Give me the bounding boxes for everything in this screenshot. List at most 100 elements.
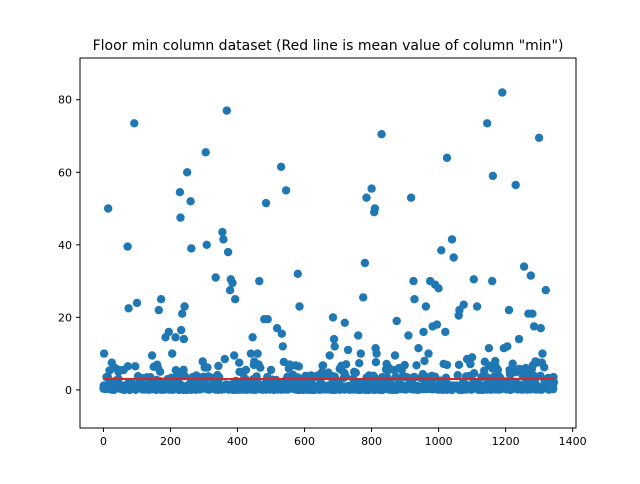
data-point <box>219 235 228 244</box>
data-point <box>488 171 498 181</box>
data-point <box>469 275 478 284</box>
data-point <box>491 362 500 371</box>
data-point <box>514 334 524 344</box>
data-point <box>526 271 535 280</box>
data-point <box>131 362 140 371</box>
data-point <box>329 334 339 344</box>
data-point <box>424 349 433 358</box>
data-point <box>441 327 450 337</box>
data-point <box>356 349 365 358</box>
data-point <box>453 371 462 380</box>
data-point <box>124 304 133 313</box>
data-point <box>147 351 157 360</box>
y-tick-label: 60 <box>58 166 72 179</box>
data-point <box>104 204 113 213</box>
data-point <box>202 240 211 249</box>
data-point <box>360 258 370 268</box>
data-point <box>449 253 458 262</box>
data-point <box>384 365 393 375</box>
data-point <box>354 331 363 340</box>
data-point <box>225 286 235 295</box>
data-point <box>419 327 428 337</box>
data-point <box>541 286 550 295</box>
data-point <box>235 358 244 367</box>
data-point <box>498 88 507 97</box>
data-point <box>99 349 109 358</box>
data-point <box>179 365 188 374</box>
data-point <box>231 295 240 304</box>
data-point <box>255 276 264 286</box>
data-point <box>420 356 429 366</box>
x-tick-label: 1200 <box>492 435 520 448</box>
x-axis: 0 200 400 600 800 1000 1200 1400 <box>100 428 587 448</box>
data-point <box>246 349 256 358</box>
y-axis: 0 20 40 60 80 <box>58 94 80 397</box>
data-point <box>203 363 212 372</box>
data-point <box>421 302 431 311</box>
data-point <box>263 315 272 324</box>
data-point <box>442 360 452 370</box>
data-point <box>266 365 276 375</box>
data-point <box>359 293 368 302</box>
data-point <box>434 284 443 293</box>
data-point <box>201 148 210 157</box>
data-point <box>442 153 452 162</box>
data-point <box>253 349 262 358</box>
data-point <box>459 300 468 309</box>
data-point <box>549 378 559 387</box>
data-point <box>164 327 173 337</box>
data-point <box>508 359 517 368</box>
data-point <box>362 193 371 202</box>
x-tick-label: 800 <box>361 435 382 448</box>
x-tick-label: 1400 <box>559 435 587 448</box>
data-point <box>325 351 334 360</box>
data-point <box>469 369 479 378</box>
data-point <box>241 365 251 375</box>
data-point <box>155 367 165 376</box>
data-point <box>171 333 180 342</box>
y-tick-label: 0 <box>65 384 72 397</box>
data-point <box>228 278 237 288</box>
data-point <box>278 342 287 351</box>
data-point <box>328 313 338 322</box>
data-point <box>261 198 271 208</box>
data-point <box>528 309 537 318</box>
data-point <box>534 133 544 142</box>
data-point <box>307 371 316 380</box>
data-point <box>538 349 547 358</box>
data-point <box>187 244 196 253</box>
data-point <box>367 184 376 193</box>
data-point <box>276 162 286 171</box>
data-point <box>437 246 446 255</box>
data-point <box>180 302 189 311</box>
data-point <box>484 344 494 353</box>
data-point <box>540 363 549 372</box>
data-point <box>340 318 349 327</box>
data-point <box>179 334 189 344</box>
y-tick-label: 80 <box>58 94 72 107</box>
data-point <box>146 373 155 382</box>
data-point <box>454 360 464 369</box>
data-point <box>406 193 416 202</box>
data-point <box>175 188 185 197</box>
data-point <box>432 320 442 329</box>
data-point <box>515 364 524 374</box>
data-point <box>313 371 323 380</box>
plot-area-frame <box>79 57 577 429</box>
data-point <box>472 302 482 311</box>
y-tick-label: 40 <box>58 239 72 252</box>
data-point <box>154 305 163 315</box>
data-point <box>397 365 406 375</box>
data-point <box>370 204 380 213</box>
x-tick-label: 1000 <box>425 435 453 448</box>
data-point <box>214 361 223 371</box>
data-point <box>414 344 423 353</box>
x-tick-label: 600 <box>294 435 315 448</box>
data-point <box>503 342 512 351</box>
data-point <box>177 325 186 335</box>
data-points <box>99 88 559 395</box>
data-point <box>223 247 233 257</box>
data-point <box>409 276 418 286</box>
data-point <box>412 361 421 370</box>
